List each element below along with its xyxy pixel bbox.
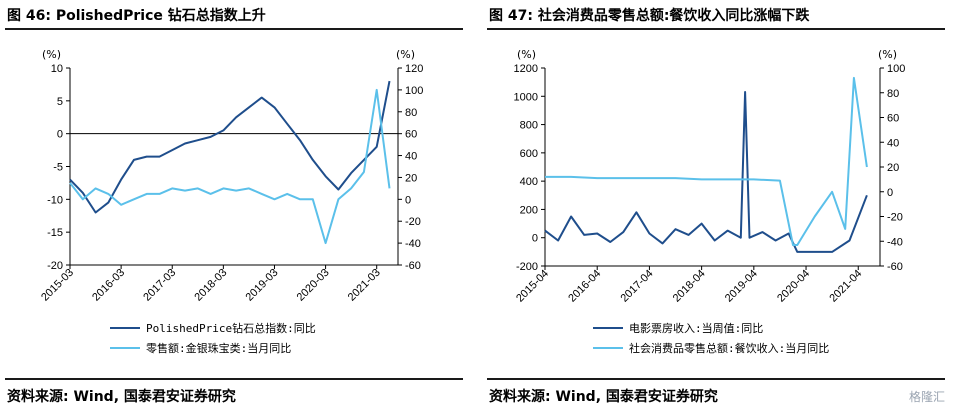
source-note-46: 资料来源: Wind, 国泰君安证券研究 — [7, 389, 236, 405]
x-tick-label: 2016-03 — [90, 267, 127, 304]
right-tick-label: -60 — [405, 260, 421, 272]
left-tick-label: 200 — [520, 204, 538, 216]
x-tick-label: 2019-03 — [244, 267, 281, 304]
right-tick-label: 20 — [887, 162, 899, 174]
left-tick-label: -5 — [53, 162, 63, 174]
title-rule-47 — [487, 28, 945, 30]
right-tick-label: 40 — [405, 151, 417, 163]
legend-label-2: 零售额:金银珠宝类:当月同比 — [146, 341, 291, 355]
legend-label-1: 电影票房收入:当周值:同比 — [629, 321, 763, 335]
left-tick-label: 1200 — [514, 63, 538, 75]
right-tick-label: 100 — [887, 63, 905, 75]
left-tick-label: 800 — [520, 120, 538, 132]
right-axis-unit: (%) — [396, 48, 415, 61]
left-tick-label: 0 — [57, 129, 63, 141]
x-tick-label: 2016-04 — [566, 268, 603, 305]
right-tick-label: 120 — [405, 63, 423, 75]
x-tick-label: 2020-04 — [775, 268, 812, 305]
left-axis-unit: (%) — [42, 48, 61, 61]
left-tick-label: -20 — [47, 260, 63, 272]
title-rule-46 — [5, 28, 463, 30]
x-tick-label: 2015-03 — [39, 267, 76, 304]
left-tick-label: -200 — [516, 261, 538, 273]
right-tick-label: 60 — [405, 129, 417, 141]
x-tick-label: 2017-04 — [619, 268, 656, 305]
right-tick-label: 0 — [405, 194, 411, 206]
x-tick-label: 2021-03 — [346, 267, 383, 304]
right-tick-label: -40 — [405, 238, 421, 250]
source-note-47: 资料来源: Wind, 国泰君安证券研究 — [489, 389, 718, 405]
right-tick-label: 60 — [887, 113, 899, 125]
right-tick-label: 80 — [887, 88, 899, 100]
left-axis-unit: (%) — [517, 48, 536, 61]
right-tick-label: -40 — [887, 236, 903, 248]
series-line-1 — [69, 80, 391, 214]
left-tick-label: 400 — [520, 176, 538, 188]
x-tick-label: 2018-04 — [671, 268, 708, 305]
chart-46: (%) (%) 10 5 0 -5 -10 -15 -20 120 100 80 60 40 20 0 -20 -… — [39, 48, 423, 355]
left-tick-label: -10 — [47, 194, 63, 206]
right-tick-label: -60 — [887, 261, 903, 273]
right-tick-label: 100 — [405, 85, 423, 97]
right-tick-label: -20 — [405, 216, 421, 228]
x-tick-label: 2015-04 — [514, 268, 551, 305]
x-tick-label: 2020-03 — [295, 267, 332, 304]
legend-label-1: PolishedPrice钻石总指数:同比 — [146, 321, 316, 335]
left-tick-label: -15 — [47, 227, 63, 239]
series-line-1 — [544, 91, 868, 253]
source-rule-46 — [5, 378, 463, 380]
x-tick-label: 2021-04 — [827, 268, 864, 305]
right-tick-label: 0 — [887, 187, 893, 199]
legend-label-2: 社会消费品零售总额:餐饮收入:当月同比 — [629, 341, 829, 355]
right-tick-label: 40 — [887, 137, 899, 149]
series-line-2 — [545, 76, 868, 246]
right-tick-label: -20 — [887, 212, 903, 224]
chart-47: (%) (%)120010008006004002000-200100806040… — [514, 48, 906, 355]
chart-title-46: 图 46: PolishedPrice 钻石总指数上升 — [7, 8, 266, 24]
x-tick-label: 2018-03 — [192, 267, 229, 304]
left-tick-label: 0 — [532, 233, 538, 245]
watermark-logo: 格隆汇 — [908, 390, 945, 404]
left-tick-label: 1000 — [514, 91, 538, 103]
source-rule-47 — [487, 378, 945, 380]
right-axis-unit: (%) — [878, 48, 897, 61]
right-tick-label: 80 — [405, 107, 417, 119]
x-tick-label: 2019-04 — [723, 268, 760, 305]
series-line-2 — [69, 88, 391, 245]
left-tick-label: 600 — [520, 148, 538, 160]
x-tick-label: 2017-03 — [141, 267, 178, 304]
left-tick-label: 5 — [57, 96, 63, 108]
left-tick-label: 10 — [51, 63, 63, 75]
chart-title-47: 图 47: 社会消费品零售总额:餐饮收入同比涨幅下跌 — [489, 8, 810, 24]
right-tick-label: 20 — [405, 172, 417, 184]
